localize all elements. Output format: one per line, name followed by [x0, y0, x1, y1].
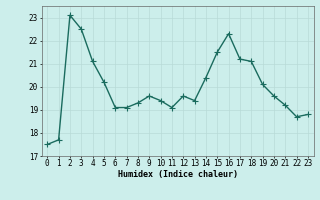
X-axis label: Humidex (Indice chaleur): Humidex (Indice chaleur) — [118, 170, 237, 179]
